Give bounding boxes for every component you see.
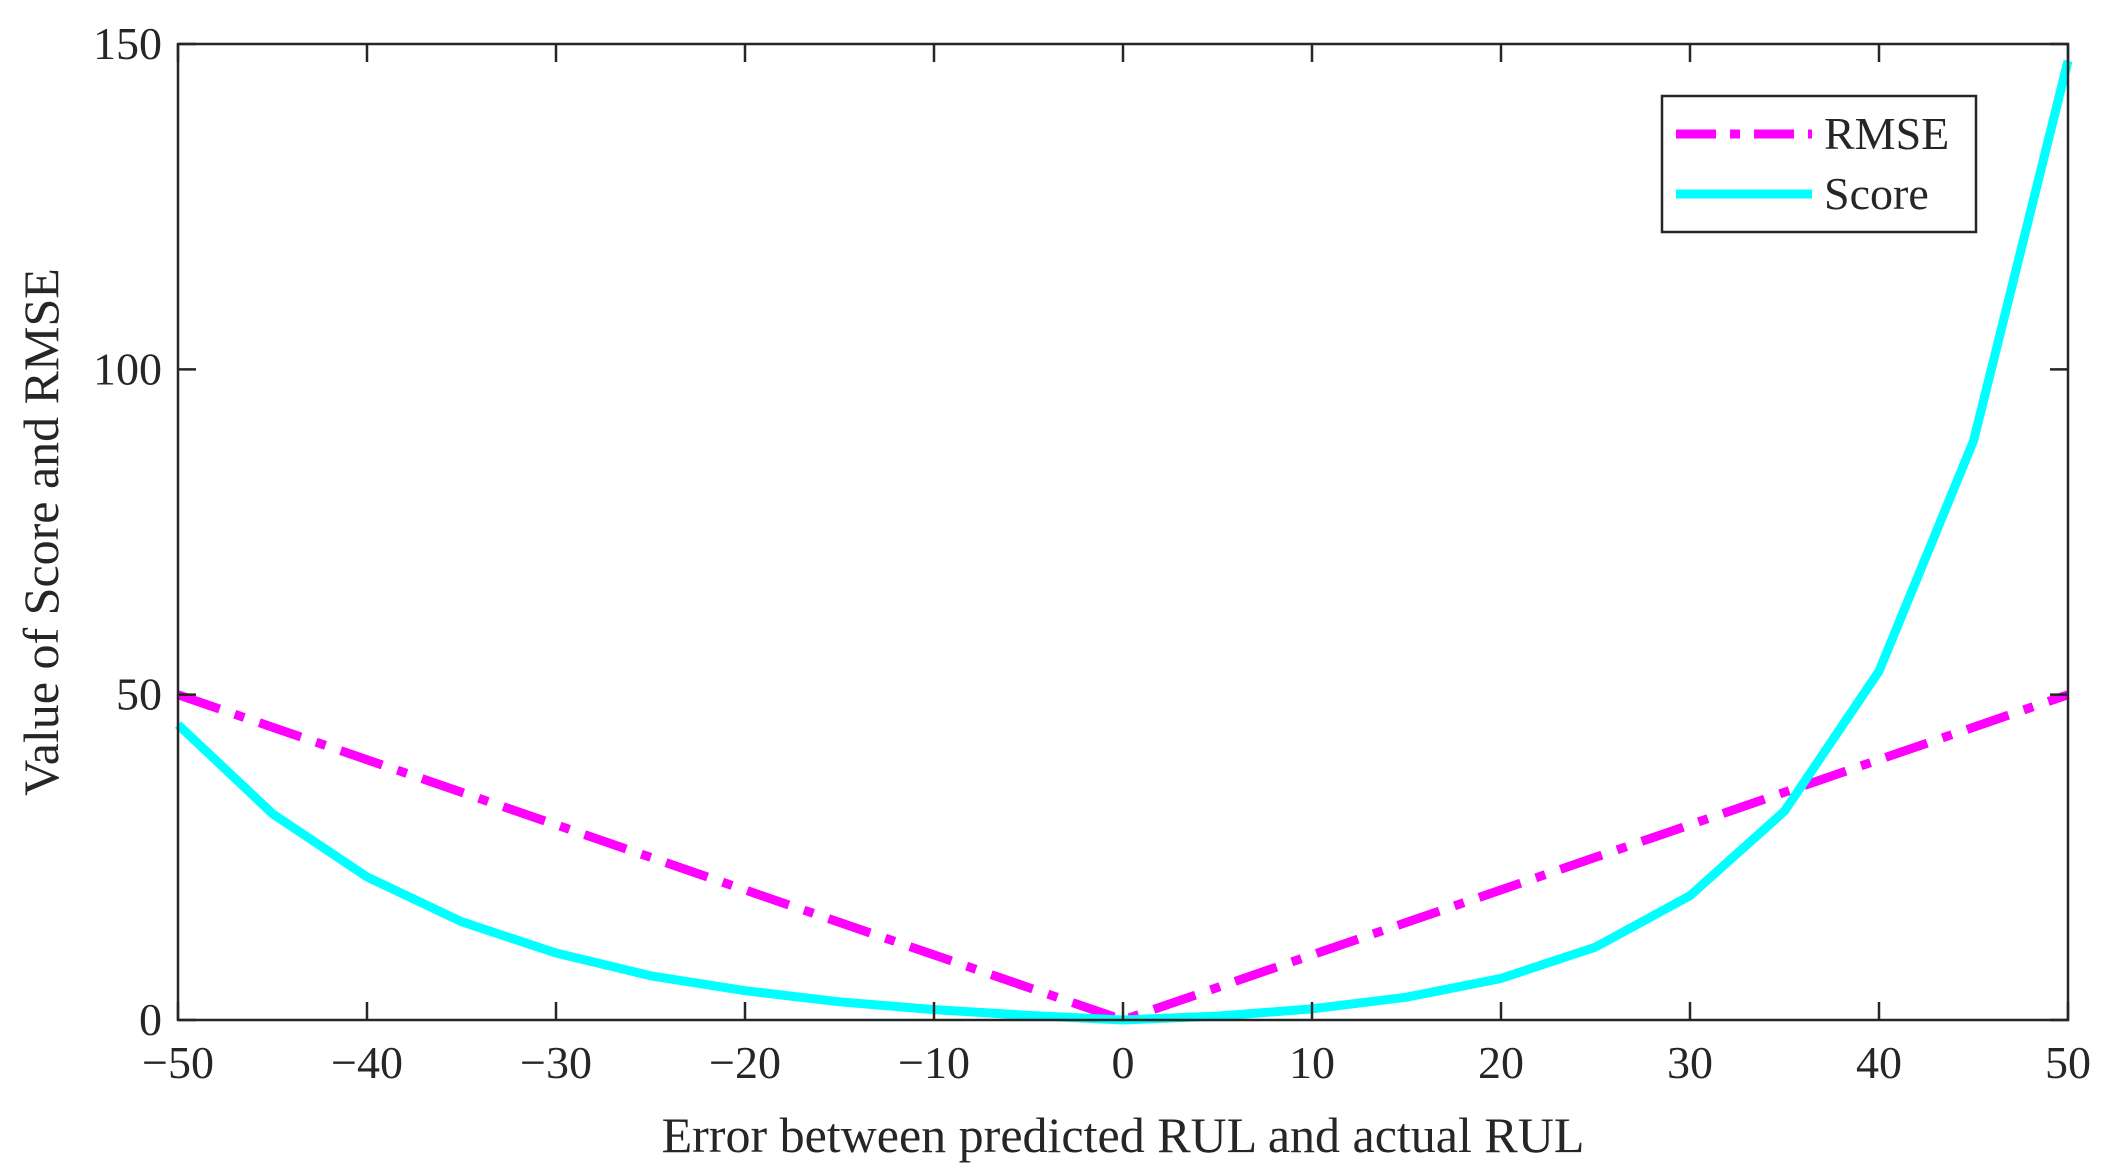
x-tick-label: −30 (520, 1037, 592, 1088)
series-line-rmse (176, 690, 2070, 1025)
y-tick-label: 0 (139, 994, 162, 1045)
x-tick-label: 0 (1112, 1037, 1135, 1088)
x-tick-label: −10 (898, 1037, 970, 1088)
x-tick-label: −40 (331, 1037, 403, 1088)
y-axis-label: Value of Score and RMSE (13, 268, 69, 796)
x-tick-label: −20 (709, 1037, 781, 1088)
x-axis-label: Error between predicted RUL and actual R… (662, 1107, 1585, 1163)
y-tick-label: 150 (93, 18, 162, 69)
legend-box (1660, 94, 1978, 234)
x-tick-label: 20 (1478, 1037, 1524, 1088)
x-tick-label: 30 (1667, 1037, 1713, 1088)
x-tick-label: 50 (2045, 1037, 2091, 1088)
x-tick-label: −50 (142, 1037, 214, 1088)
y-axis: 0 50 100 150 (93, 18, 2068, 1045)
y-tick-label: 50 (116, 669, 162, 720)
x-tick-label: 40 (1856, 1037, 1902, 1088)
legend: RMSE Score (1660, 94, 1978, 234)
x-axis: −50 −40 −30 −20 −10 0 10 20 30 40 50 (142, 44, 2091, 1088)
legend-label-score: Score (1824, 168, 1929, 219)
x-tick-label: 10 (1289, 1037, 1335, 1088)
legend-label-rmse: RMSE (1824, 108, 1949, 159)
y-tick-label: 100 (93, 343, 162, 394)
